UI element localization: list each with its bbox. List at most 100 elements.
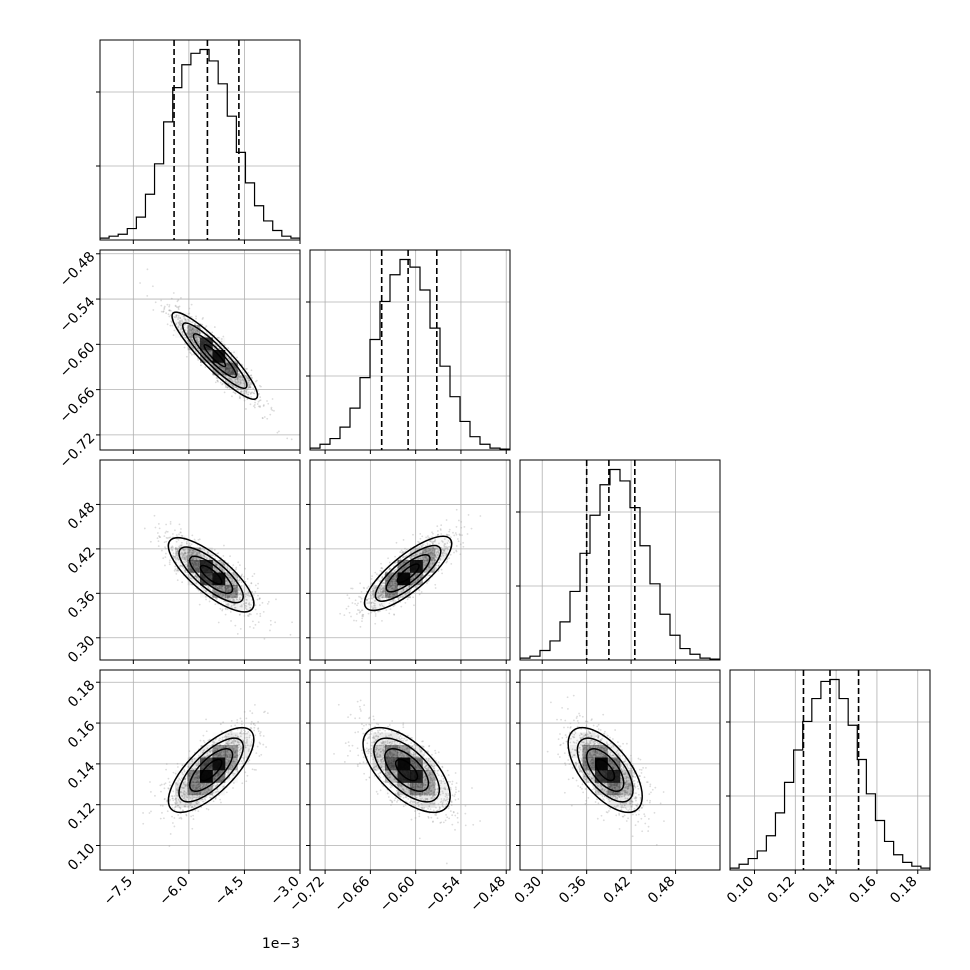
scatter-point [198,343,200,346]
scatter-point [463,526,466,528]
scatter-point [180,325,182,327]
scatter-point [214,591,217,594]
scatter-point [214,381,217,384]
scatter-point [238,373,241,376]
scatter-point [249,606,252,609]
scatter-point [179,531,182,534]
scatter-point [207,586,210,589]
scatter-point [233,351,235,354]
scatter-point [181,319,183,321]
scatter-point [245,608,248,611]
scatter-point [182,315,185,318]
scatter-point [232,571,235,574]
scatter-point [404,601,407,604]
scatter-point [223,563,226,566]
scatter-point [212,554,215,557]
scatter-point [238,587,241,590]
scatter-point [164,546,166,548]
scatter-point [175,314,178,317]
scatter-point [198,579,200,582]
scatter-point [208,557,211,560]
scatter-point [196,337,198,340]
scatter-point [226,590,229,593]
scatter-point [216,587,219,589]
scatter-point [188,332,191,334]
scatter-point [204,556,206,559]
scatter-point [254,590,257,593]
scatter-point [191,328,194,330]
scatter-point [217,593,220,595]
scatter-point [460,526,463,529]
scatter-point [229,576,232,579]
scatter-point [249,386,252,389]
scatter-point [213,548,216,551]
scatter-point [238,395,241,398]
scatter-point [176,557,179,559]
scatter-point [227,589,230,592]
scatter-point [224,375,227,378]
scatter-point [210,362,213,365]
scatter-point [170,297,173,300]
scatter-point [221,585,224,588]
scatter-point [196,339,199,342]
scatter-point [169,309,172,312]
scatter-point [228,568,230,570]
scatter-point [248,386,251,389]
scatter-point [183,336,186,339]
scatter-point [251,712,254,715]
scatter-point [219,365,222,368]
scatter-point [238,373,240,376]
scatter-point [226,604,229,606]
scatter-point [214,344,217,346]
scatter-point [244,593,246,595]
scatter-point [203,350,206,352]
scatter-point [168,563,171,566]
scatter-point [173,825,176,828]
scatter-point [226,566,229,569]
scatter-point [211,595,214,598]
scatter-point [235,586,237,589]
scatter-point [226,586,229,589]
scatter-point [208,588,211,590]
scatter-point [289,633,292,636]
scatter-point [180,328,182,331]
scatter-point [227,580,229,583]
scatter-point [221,595,223,598]
scatter-point [207,350,210,353]
scatter-point [346,594,349,596]
scatter-point [177,318,179,321]
scatter-point [257,400,260,403]
scatter-point [362,613,365,616]
scatter-point [188,312,191,315]
scatter-point [243,614,246,617]
scatter-point [448,530,451,533]
scatter-point [249,393,252,395]
scatter-point [202,587,205,590]
scatter-point [183,315,186,318]
scatter-point [170,546,173,549]
scatter-point [226,568,229,570]
scatter-point [188,335,191,338]
scatter-point [234,606,237,609]
scatter-point [195,339,198,342]
scatter-point [195,315,197,318]
scatter-point [452,531,454,534]
scatter-point [239,380,242,383]
scatter-point [441,572,444,575]
scatter-point [249,392,252,395]
scatter-point [171,533,174,535]
scatter-point [226,591,229,594]
histogram-step-0 [100,48,300,240]
scatter-point [189,577,192,580]
scatter-point [160,310,163,313]
scatter-point [267,600,270,603]
scatter-point [370,611,373,614]
scatter-point [168,315,171,318]
scatter-point [186,332,188,335]
scatter-point [248,384,251,387]
scatter-point [211,364,214,367]
scatter-point [226,584,229,586]
scatter-point [164,531,167,534]
scatter-point [236,378,239,381]
